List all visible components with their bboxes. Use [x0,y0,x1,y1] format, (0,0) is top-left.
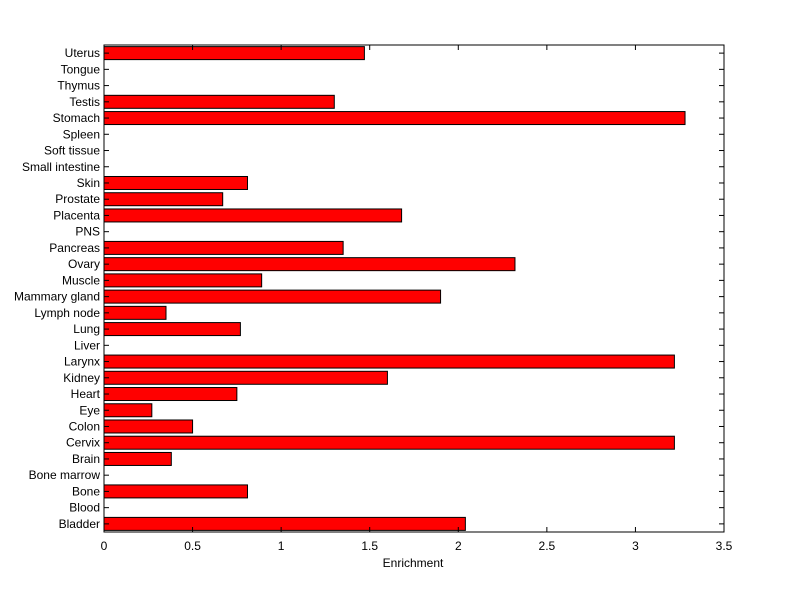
x-tick-label: 2 [455,539,462,553]
y-tick-label: Uterus [65,46,100,60]
x-tick-label: 3.5 [716,539,733,553]
y-tick-label: Pancreas [49,241,100,255]
bar [103,94,335,109]
y-tick-label: Colon [69,419,100,433]
bar [103,387,238,402]
y-tick-labels: Bladder Blood Bone Bone marrow Brain Cervix Co… [14,46,101,531]
bar [103,419,194,434]
y-tick-label: Stomach [53,111,100,125]
x-tick-label: 0.5 [184,539,201,553]
x-tick-labels: 0 0.5 1 1.5 2 2.5 3 3.5 [101,539,733,553]
bar [103,354,675,369]
y-tick-label: Tongue [61,62,101,76]
bar [103,484,248,499]
bar [103,192,224,207]
y-tick-label: Cervix [66,436,100,450]
bar [103,322,241,337]
y-tick-label: Lymph node [34,306,100,320]
x-tick-label: 1 [278,539,285,553]
y-tick-label: Thymus [57,79,100,93]
y-tick-label: Larynx [64,355,100,369]
bar [103,273,263,288]
y-tick-label: Lung [73,322,100,336]
x-tick-label: 1.5 [361,539,378,553]
y-tick-label: Bone [72,484,100,498]
x-tick-label: 3 [632,539,639,553]
y-tick-label: Spleen [63,127,100,141]
bar [103,403,153,418]
y-tick-label: Bone marrow [29,468,101,482]
y-tick-label: Prostate [55,192,100,206]
bar [103,370,388,385]
y-tick-label: Testis [69,95,100,109]
bar [103,435,675,450]
bar [103,208,403,223]
y-tick-label: Mammary gland [14,290,100,304]
y-tick-label: Bladder [59,517,100,531]
bar [103,111,686,126]
y-tick-label: Skin [77,176,100,190]
y-tick-label: Soft tissue [44,144,100,158]
plot-frame [103,44,725,533]
x-tick-label: 2.5 [539,539,556,553]
bar [103,240,344,255]
y-tick-label: Eye [79,403,100,417]
y-tick-label: Ovary [68,257,100,271]
y-tick-label: Small intestine [22,160,100,174]
bar [103,175,248,190]
x-tick-label: 0 [101,539,108,553]
bar [103,46,365,61]
bar [103,516,466,531]
y-tick-label: Placenta [53,208,100,222]
bar [103,305,167,320]
y-tick-label: Brain [72,452,100,466]
y-tick-label: PNS [75,225,100,239]
y-tick-label: Kidney [63,371,100,385]
bar [103,257,516,272]
y-tick-label: Heart [71,387,101,401]
ticks-layer [103,45,725,532]
x-axis-label: Enrichment [383,556,444,570]
bar [103,451,172,466]
bar [103,289,442,304]
y-tick-label: Liver [74,338,100,352]
y-tick-label: Blood [69,501,100,515]
y-tick-label: Muscle [62,273,100,287]
